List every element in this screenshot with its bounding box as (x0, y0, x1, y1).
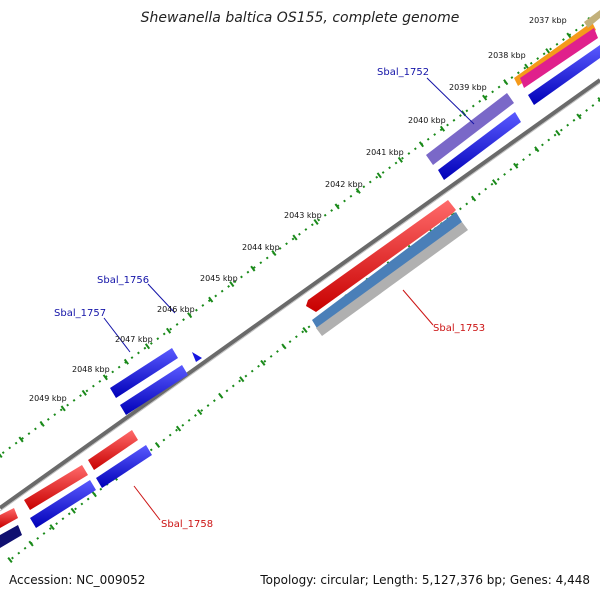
gene-label-sbal-1756[interactable]: Sbal_1756 (97, 275, 149, 286)
tick-label-2041: 2041 kbp (366, 148, 404, 157)
major-tick (260, 359, 266, 366)
gene-blue-reverse-4[interactable] (30, 480, 96, 528)
major-tick (239, 376, 245, 383)
major-tick (229, 281, 235, 288)
major-tick (281, 343, 287, 350)
major-tick (503, 79, 509, 86)
tick-label-2037: 2037 kbp (529, 16, 567, 25)
gene-sbal-1752-arrow[interactable] (426, 93, 514, 165)
major-tick (250, 265, 256, 272)
major-tick (7, 557, 13, 563)
tick-label-2043: 2043 kbp (284, 211, 322, 220)
major-tick (566, 32, 572, 39)
sbal-1752-connector (426, 77, 475, 125)
sbal-1756-connector (147, 283, 176, 314)
tick-label-2046: 2046 kbp (157, 305, 195, 314)
major-tick (492, 179, 498, 186)
gene-sbal-1757-arrow[interactable] (120, 365, 188, 415)
gene-blue-reverse-1[interactable] (438, 112, 521, 180)
tick-label-2039: 2039 kbp (449, 83, 487, 92)
major-tick (470, 195, 477, 202)
sbal-1753-connector (402, 289, 434, 326)
major-tick (545, 48, 551, 55)
major-tick (482, 94, 488, 101)
gene-sbal-1758-red-arrow-1[interactable] (88, 430, 138, 470)
major-tick (60, 405, 66, 412)
gene-label-sbal-1757[interactable]: Sbal_1757 (54, 308, 106, 319)
gene-blue-reverse-2[interactable] (528, 45, 600, 105)
gene-navy-reverse-edge[interactable] (0, 525, 22, 548)
major-tick (165, 327, 172, 334)
major-tick (197, 409, 203, 416)
major-tick (355, 187, 361, 194)
gene-small-blue-arrow[interactable] (192, 352, 202, 362)
tick-label-2048: 2048 kbp (72, 365, 110, 374)
major-tick (70, 507, 76, 514)
tick-label-2038: 2038 kbp (488, 51, 526, 60)
major-tick (418, 141, 425, 148)
major-tick (208, 296, 214, 303)
major-tick (49, 524, 55, 531)
major-tick (218, 392, 224, 399)
major-tick (397, 156, 403, 163)
major-tick (271, 250, 277, 257)
tick-label-2049: 2049 kbp (29, 394, 67, 403)
major-tick (534, 146, 540, 153)
major-tick (102, 374, 108, 381)
major-tick (555, 129, 561, 136)
tick-label-2045: 2045 kbp (200, 274, 238, 283)
gene-blue-reverse-3[interactable] (96, 445, 152, 488)
inner-major-ticks (7, 97, 600, 563)
major-tick (81, 389, 87, 396)
gene-label-sbal-1758[interactable]: Sbal_1758 (161, 519, 213, 530)
sbal-1758-connector (133, 485, 161, 521)
major-tick (292, 234, 298, 241)
gene-label-sbal-1753[interactable]: Sbal_1753 (433, 323, 485, 334)
outer-major-ticks (0, 16, 593, 459)
genome-summary: Topology: circular; Length: 5,127,376 bp… (260, 573, 590, 587)
major-tick (123, 358, 130, 365)
gene-sbal-1753-reverse[interactable] (312, 212, 462, 330)
major-tick (0, 453, 3, 459)
gene-sbal-1753-arrow[interactable] (306, 200, 456, 312)
gene-red-arrow-edge[interactable] (0, 508, 18, 528)
major-tick (302, 327, 308, 333)
gene-label-sbal-1752[interactable]: Sbal_1752 (377, 67, 429, 78)
tick-label-2047: 2047 kbp (115, 335, 153, 344)
sbal-1757-connector (103, 317, 131, 353)
major-tick (376, 172, 382, 179)
gene-magenta-reverse[interactable] (520, 28, 598, 88)
major-tick (175, 425, 182, 432)
major-tick (28, 540, 34, 547)
major-tick (513, 162, 519, 169)
major-tick (576, 113, 582, 120)
major-tick (39, 420, 45, 427)
major-tick (597, 97, 600, 102)
gene-sbal-1758-red-arrow-2[interactable] (24, 465, 88, 510)
major-tick (18, 436, 24, 443)
gene-sbal-1756-arrow[interactable] (110, 348, 178, 398)
map-title: Shewanella baltica OS155, complete genom… (140, 10, 460, 26)
major-tick (91, 491, 97, 498)
major-tick (154, 442, 161, 448)
accession-label: Accession: NC_009052 (9, 573, 146, 587)
major-tick (187, 312, 193, 319)
gene-tan-arrow[interactable] (584, 10, 600, 28)
tick-label-2042: 2042 kbp (325, 180, 363, 189)
tick-label-2044: 2044 kbp (242, 243, 280, 252)
major-tick (313, 218, 319, 225)
tick-label-2040: 2040 kbp (408, 116, 446, 125)
major-tick (144, 343, 151, 350)
genome-backbone (0, 78, 600, 510)
major-tick (439, 125, 446, 132)
major-tick (334, 203, 340, 210)
